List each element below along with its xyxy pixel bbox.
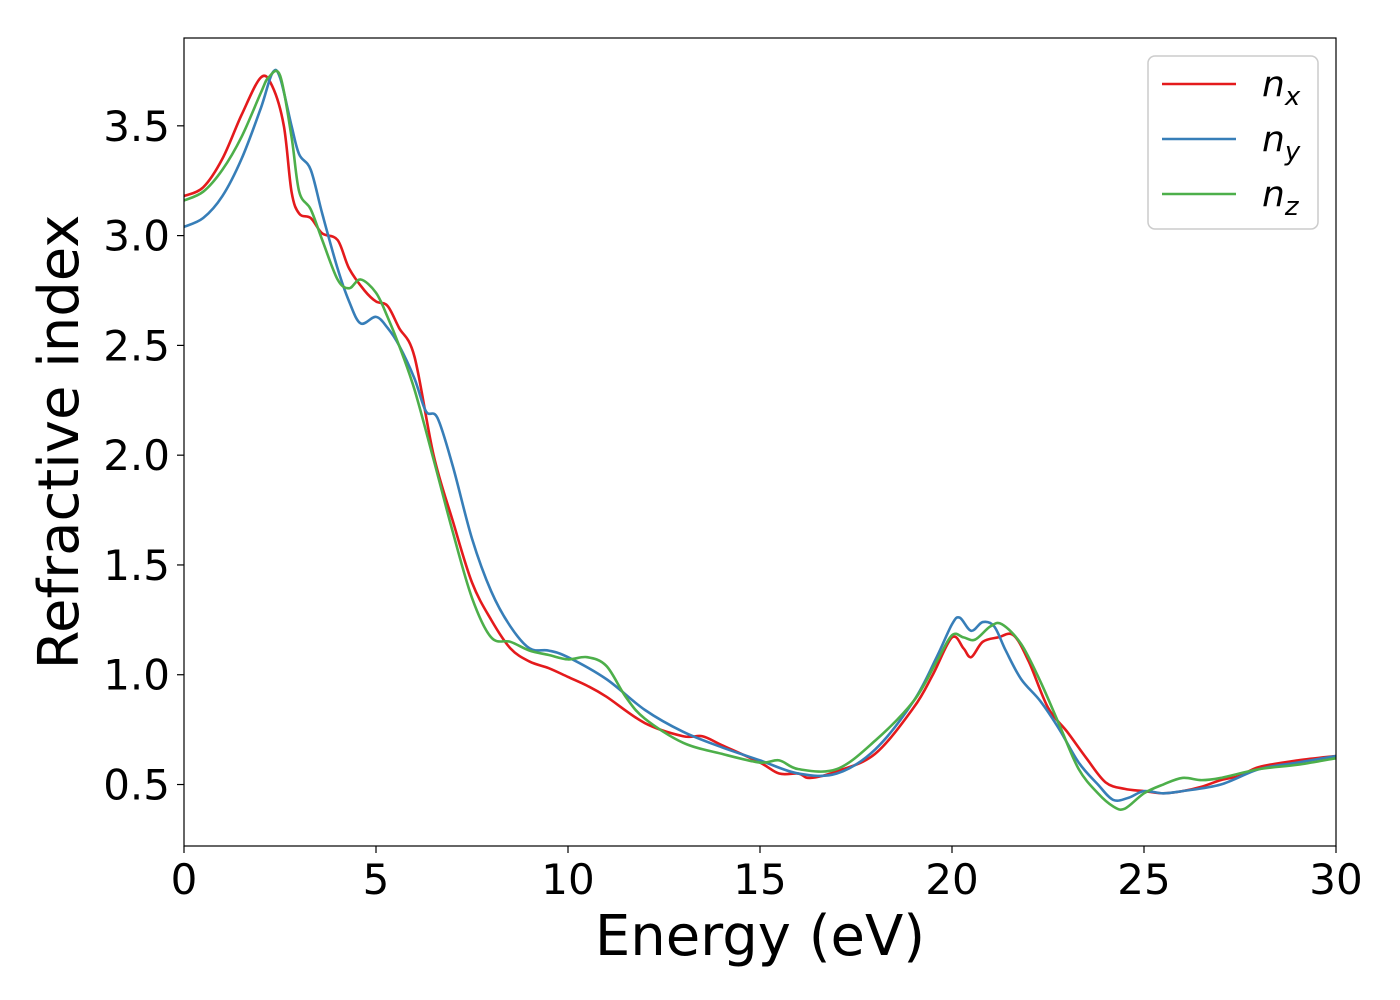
y-tick-label: 1.5 — [103, 541, 170, 590]
y-tick-label: 2.0 — [103, 431, 170, 480]
series-line-z — [183, 69, 1337, 811]
x-tick-label: 10 — [541, 855, 594, 904]
y-tick-label: 1.0 — [103, 651, 170, 700]
legend-label-y: ny — [1262, 119, 1301, 167]
x-tick-label: 25 — [1117, 855, 1170, 904]
y-tick-label: 0.5 — [103, 761, 170, 810]
x-tick-label: 20 — [925, 855, 978, 904]
x-tick-label: 15 — [733, 855, 786, 904]
y-axis-title: Refractive index — [27, 215, 92, 670]
legend-label-x: nx — [1262, 64, 1301, 112]
legend-box — [1147, 55, 1319, 230]
series-line-x — [183, 74, 1337, 795]
series-line-y — [183, 68, 1337, 802]
y-tick-label: 2.5 — [103, 321, 170, 370]
x-tick-label: 0 — [171, 855, 198, 904]
x-tick-label: 5 — [363, 855, 390, 904]
x-tick-label: 30 — [1309, 855, 1362, 904]
series-layer — [183, 68, 1337, 811]
y-tick-label: 3.0 — [103, 212, 170, 261]
legend: nx ny nz — [1147, 55, 1319, 230]
legend-label-z: nz — [1262, 174, 1300, 222]
x-axis-title: Energy (eV) — [595, 904, 925, 969]
y-axis-ticks: 0.5 1.0 1.5 2.0 2.5 3.0 3.5 — [103, 102, 184, 810]
y-tick-label: 3.5 — [103, 102, 170, 151]
x-axis-ticks: 0 5 10 15 20 25 30 — [171, 846, 1363, 904]
